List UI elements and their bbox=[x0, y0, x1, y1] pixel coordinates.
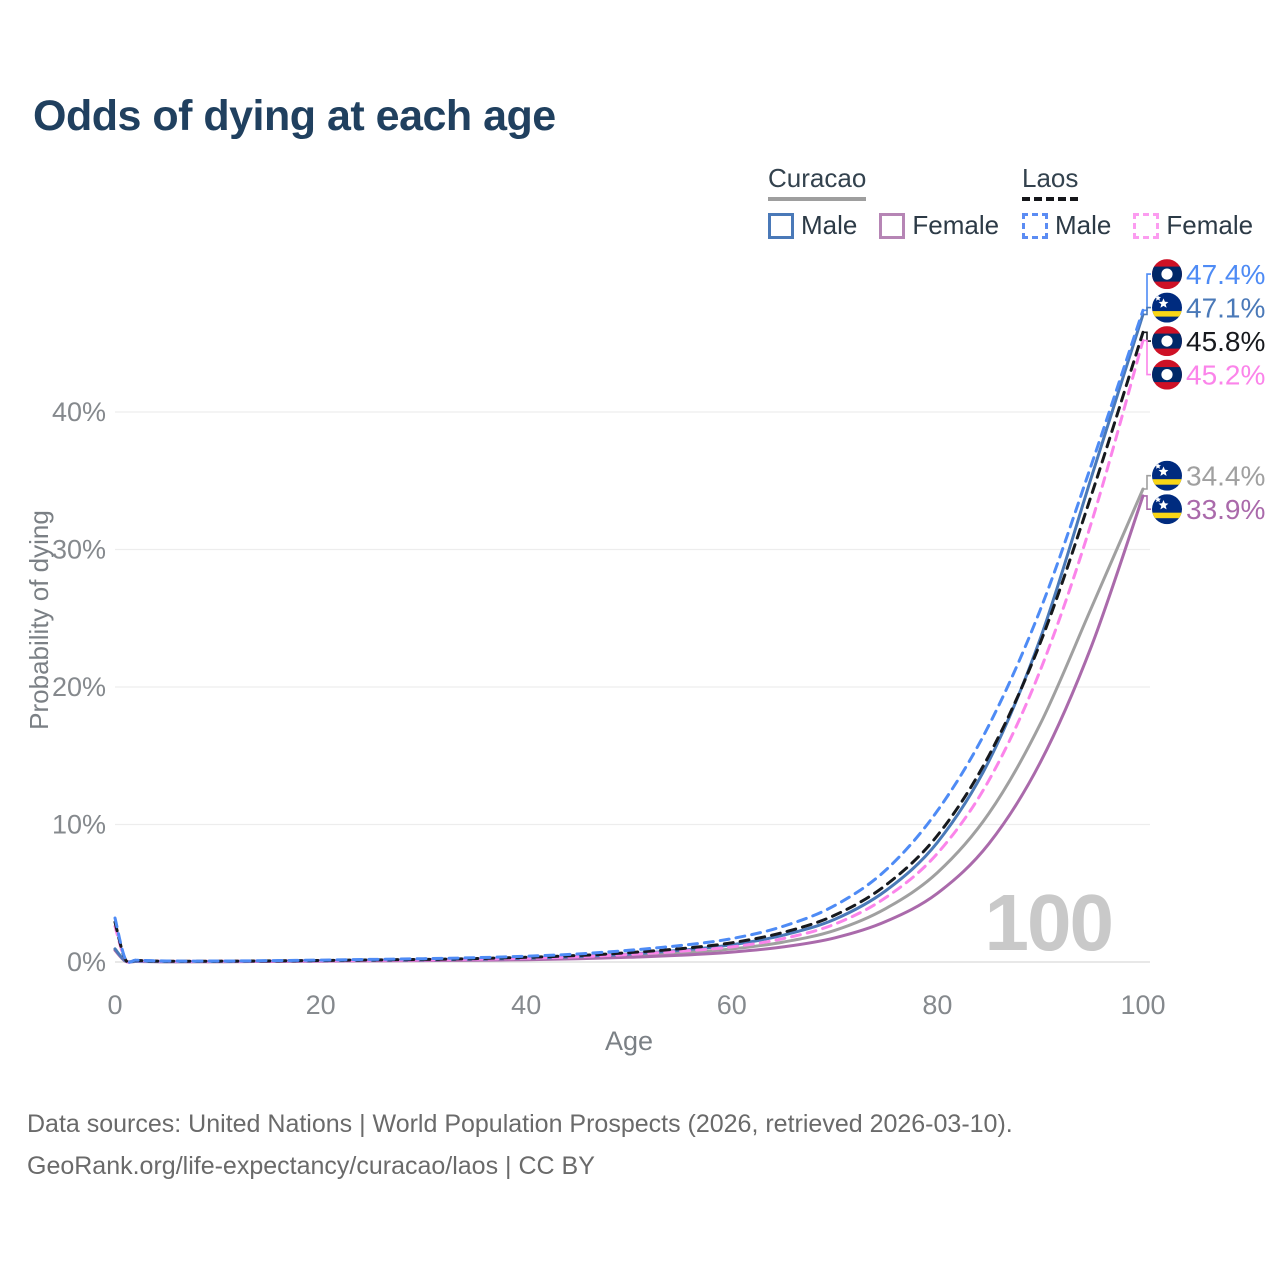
series-line-laos-combined[interactable] bbox=[113, 330, 1145, 964]
data-source-footer: Data sources: United Nations | World Pop… bbox=[27, 1103, 1013, 1187]
legend-group-curacao: Curacao Male Female bbox=[768, 163, 999, 241]
y-tick-label: 10% bbox=[52, 810, 106, 840]
end-value-label-laos-male: 47.4% bbox=[1186, 259, 1265, 290]
x-tick-label: 60 bbox=[717, 990, 747, 1020]
legend-group-laos: Laos Male Female bbox=[1022, 163, 1253, 241]
page-title: Odds of dying at each age bbox=[33, 92, 556, 140]
x-tick-label: 0 bbox=[107, 990, 122, 1020]
laos-flag-icon bbox=[1152, 359, 1182, 390]
label-connector-laos-male bbox=[1143, 273, 1151, 312]
label-connector-laos-combined bbox=[1143, 331, 1151, 342]
legend-label-curacao-female[interactable]: Female bbox=[912, 210, 1000, 240]
end-value-label-laos-female: 45.2% bbox=[1186, 360, 1265, 391]
x-tick-label: 40 bbox=[511, 990, 541, 1020]
x-tick-label: 100 bbox=[1120, 990, 1165, 1020]
y-tick-label: 30% bbox=[52, 535, 106, 565]
legend-country-curacao[interactable]: Curacao bbox=[768, 163, 867, 201]
end-value-label-curacao-male: 47.1% bbox=[1186, 293, 1265, 324]
y-axis-title: Probability of dying bbox=[24, 510, 54, 730]
legend-swatch-curacao-female[interactable] bbox=[879, 212, 906, 239]
legend-swatch-laos-female[interactable] bbox=[1133, 212, 1160, 239]
footer-sources-line: Data sources: United Nations | World Pop… bbox=[27, 1110, 1013, 1138]
x-axis-title: Age bbox=[605, 1026, 653, 1056]
x-tick-label: 80 bbox=[922, 990, 952, 1020]
label-connector-curacao-female bbox=[1143, 495, 1151, 510]
legend-label-laos-female[interactable]: Female bbox=[1166, 210, 1254, 240]
label-connector-curacao-combined bbox=[1143, 474, 1151, 490]
legend-swatch-curacao-male[interactable] bbox=[768, 212, 794, 239]
curacao-flag-icon bbox=[1152, 292, 1182, 323]
series-line-laos-female[interactable] bbox=[113, 339, 1145, 964]
footer-attribution-line: GeoRank.org/life-expectancy/curacao/laos… bbox=[27, 1152, 595, 1180]
y-tick-label: 20% bbox=[52, 672, 106, 702]
curacao-flag-icon bbox=[1152, 460, 1182, 491]
laos-flag-icon bbox=[1152, 326, 1182, 357]
laos-flag-icon bbox=[1152, 259, 1182, 290]
end-value-label-curacao-female: 33.9% bbox=[1186, 494, 1265, 525]
curacao-flag-icon bbox=[1152, 494, 1182, 525]
y-tick-label: 40% bbox=[52, 397, 106, 427]
legend-label-laos-male[interactable]: Male bbox=[1055, 210, 1112, 240]
end-value-label-laos-combined: 45.8% bbox=[1186, 326, 1265, 357]
label-connector-laos-female bbox=[1143, 339, 1151, 376]
legend-swatch-laos-male[interactable] bbox=[1022, 212, 1048, 239]
end-value-label-curacao-combined: 34.4% bbox=[1186, 461, 1265, 492]
legend-label-curacao-male[interactable]: Male bbox=[801, 210, 858, 240]
series-line-laos-male[interactable] bbox=[113, 308, 1145, 964]
label-connector-curacao-male bbox=[1143, 306, 1151, 316]
legend-country-laos[interactable]: Laos bbox=[1022, 163, 1079, 201]
selected-age-watermark: 100 bbox=[985, 878, 1112, 967]
y-tick-label: 0% bbox=[67, 947, 106, 977]
x-tick-label: 20 bbox=[306, 990, 336, 1020]
